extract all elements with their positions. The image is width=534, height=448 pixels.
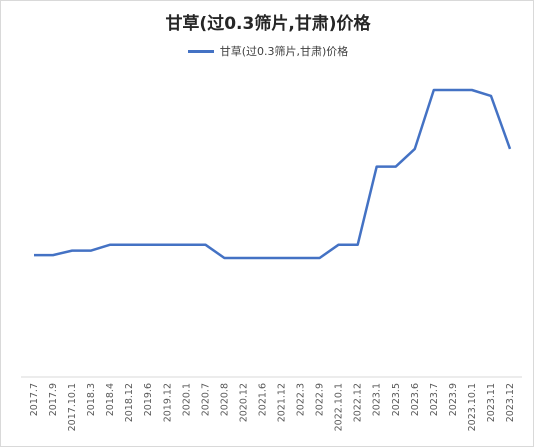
x-tick-label: 2018.12 <box>124 383 135 422</box>
data-point <box>89 249 93 253</box>
x-tick-label: 2020.12 <box>238 383 249 422</box>
legend-swatch <box>187 49 214 53</box>
x-tick-label: 2023.12 <box>505 383 516 422</box>
data-point <box>203 243 207 247</box>
data-point <box>51 253 55 257</box>
data-point <box>337 243 341 247</box>
x-tick-label: 2020.8 <box>219 383 230 416</box>
x-tick-label: 2019.6 <box>143 383 154 416</box>
data-point <box>356 243 360 247</box>
x-tick-label: 2023.6 <box>410 383 421 416</box>
data-point <box>451 88 455 92</box>
data-point <box>222 256 226 260</box>
data-point <box>70 249 74 253</box>
data-point <box>280 256 284 260</box>
x-tick-label: 2021.6 <box>257 383 268 416</box>
x-tick-label: 2023.9 <box>448 383 459 416</box>
x-tick-label: 2022.10.1 <box>334 383 345 431</box>
data-point <box>375 165 379 169</box>
data-point <box>165 243 169 247</box>
data-point <box>260 256 264 260</box>
data-point <box>394 165 398 169</box>
x-tick-label: 2023.7 <box>429 383 440 416</box>
data-point <box>299 256 303 260</box>
data-point <box>432 88 436 92</box>
chart-title: 甘草(过0.3筛片,甘肃)价格 <box>165 14 371 34</box>
x-tick-label: 2017.7 <box>29 383 40 416</box>
data-point <box>413 147 417 151</box>
series-line-0 <box>34 88 512 260</box>
x-tick-label: 2023.1 <box>372 383 383 416</box>
data-point <box>108 243 112 247</box>
x-tick-label: 2019.12 <box>162 383 173 422</box>
x-tick-label: 2017.10.1 <box>67 383 78 431</box>
x-tick-label: 2020.1 <box>181 383 192 416</box>
x-tick-label: 2023.5 <box>391 383 402 416</box>
legend-label: 甘草(过0.3筛片,甘肃)价格 <box>219 45 349 58</box>
data-point <box>146 243 150 247</box>
data-point <box>32 253 36 257</box>
data-point <box>241 256 245 260</box>
data-point <box>127 243 131 247</box>
data-point <box>489 94 493 98</box>
data-point <box>318 256 322 260</box>
x-tick-label: 2022.9 <box>315 383 326 416</box>
x-tick-label: 2022.3 <box>296 383 307 416</box>
x-tick-label: 2022.12 <box>353 383 364 422</box>
x-tick-label: 2017.9 <box>48 383 59 416</box>
x-tick-label: 2020.7 <box>200 383 211 416</box>
x-tick-label: 2023.11 <box>486 383 497 422</box>
legend: 甘草(过0.3筛片,甘肃)价格 <box>1 43 534 59</box>
data-point <box>508 147 512 151</box>
data-point <box>470 88 474 92</box>
x-tick-label: 2021.12 <box>277 383 288 422</box>
x-tick-label: 2023.10.1 <box>467 383 478 431</box>
x-tick-label: 2018.4 <box>105 383 116 416</box>
data-point <box>184 243 188 247</box>
x-tick-label: 2018.3 <box>86 383 97 416</box>
